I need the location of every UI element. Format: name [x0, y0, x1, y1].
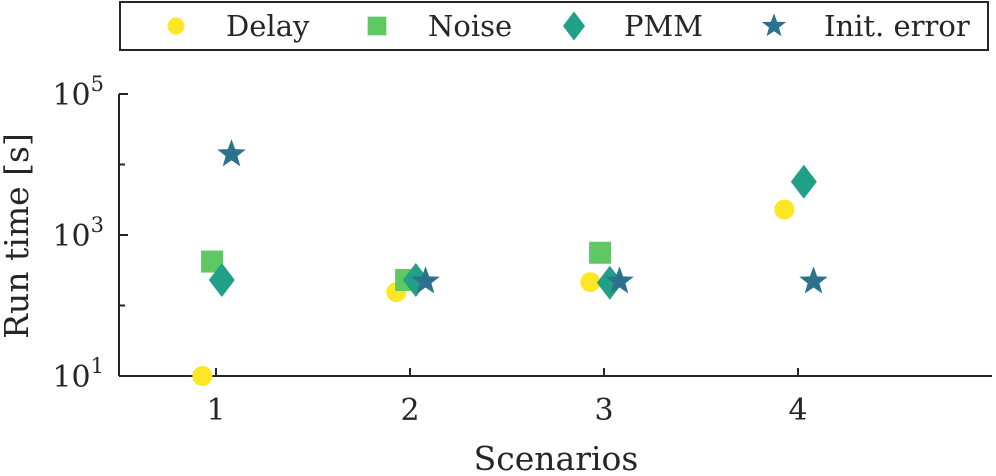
y-tick-exponent: 5: [91, 72, 104, 96]
legend-marker: [367, 16, 387, 36]
point-delay: [580, 272, 601, 293]
legend-marker: [562, 11, 586, 41]
legend-label: Init. error: [824, 9, 970, 43]
y-tick-label: 103: [52, 213, 104, 254]
point-init-error: [411, 266, 440, 294]
y-tick-base: 10: [52, 78, 90, 113]
point-pmm: [596, 265, 623, 300]
legend-label: Noise: [428, 9, 512, 43]
point-init-error: [217, 139, 246, 167]
legend-label: Delay: [226, 9, 310, 43]
x-tick-label: 4: [788, 393, 807, 428]
legend: Delay Noise PMM Init. error: [119, 1, 989, 51]
y-axis-title: Run time [s]: [0, 133, 36, 339]
y-tick-exponent: 3: [91, 213, 104, 237]
y-tick-base: 10: [52, 219, 90, 254]
point-delay: [774, 199, 795, 220]
y-tick-label: 105: [52, 72, 104, 113]
legend-marker: [167, 17, 185, 35]
point-delay: [192, 366, 213, 386]
point-pmm: [208, 262, 235, 297]
y-tick-base: 10: [52, 360, 90, 395]
x-tick-label: 2: [400, 393, 419, 428]
point-init-error: [799, 266, 828, 294]
point-noise: [201, 250, 224, 273]
x-tick-label: 1: [206, 393, 225, 428]
legend-frame: [119, 1, 989, 51]
legend-marker: [761, 13, 787, 37]
x-tick-label: 3: [594, 393, 613, 428]
x-axis-title: Scenarios: [474, 439, 639, 476]
legend-items: Delay Noise PMM Init. error: [167, 9, 970, 43]
point-pmm: [790, 164, 817, 199]
y-tick-exponent: 1: [91, 354, 104, 378]
point-init-error: [605, 266, 634, 294]
y-tick-label: 101: [52, 354, 104, 395]
point-noise: [589, 241, 612, 264]
data-points: [192, 139, 828, 386]
legend-label: PMM: [624, 9, 703, 43]
